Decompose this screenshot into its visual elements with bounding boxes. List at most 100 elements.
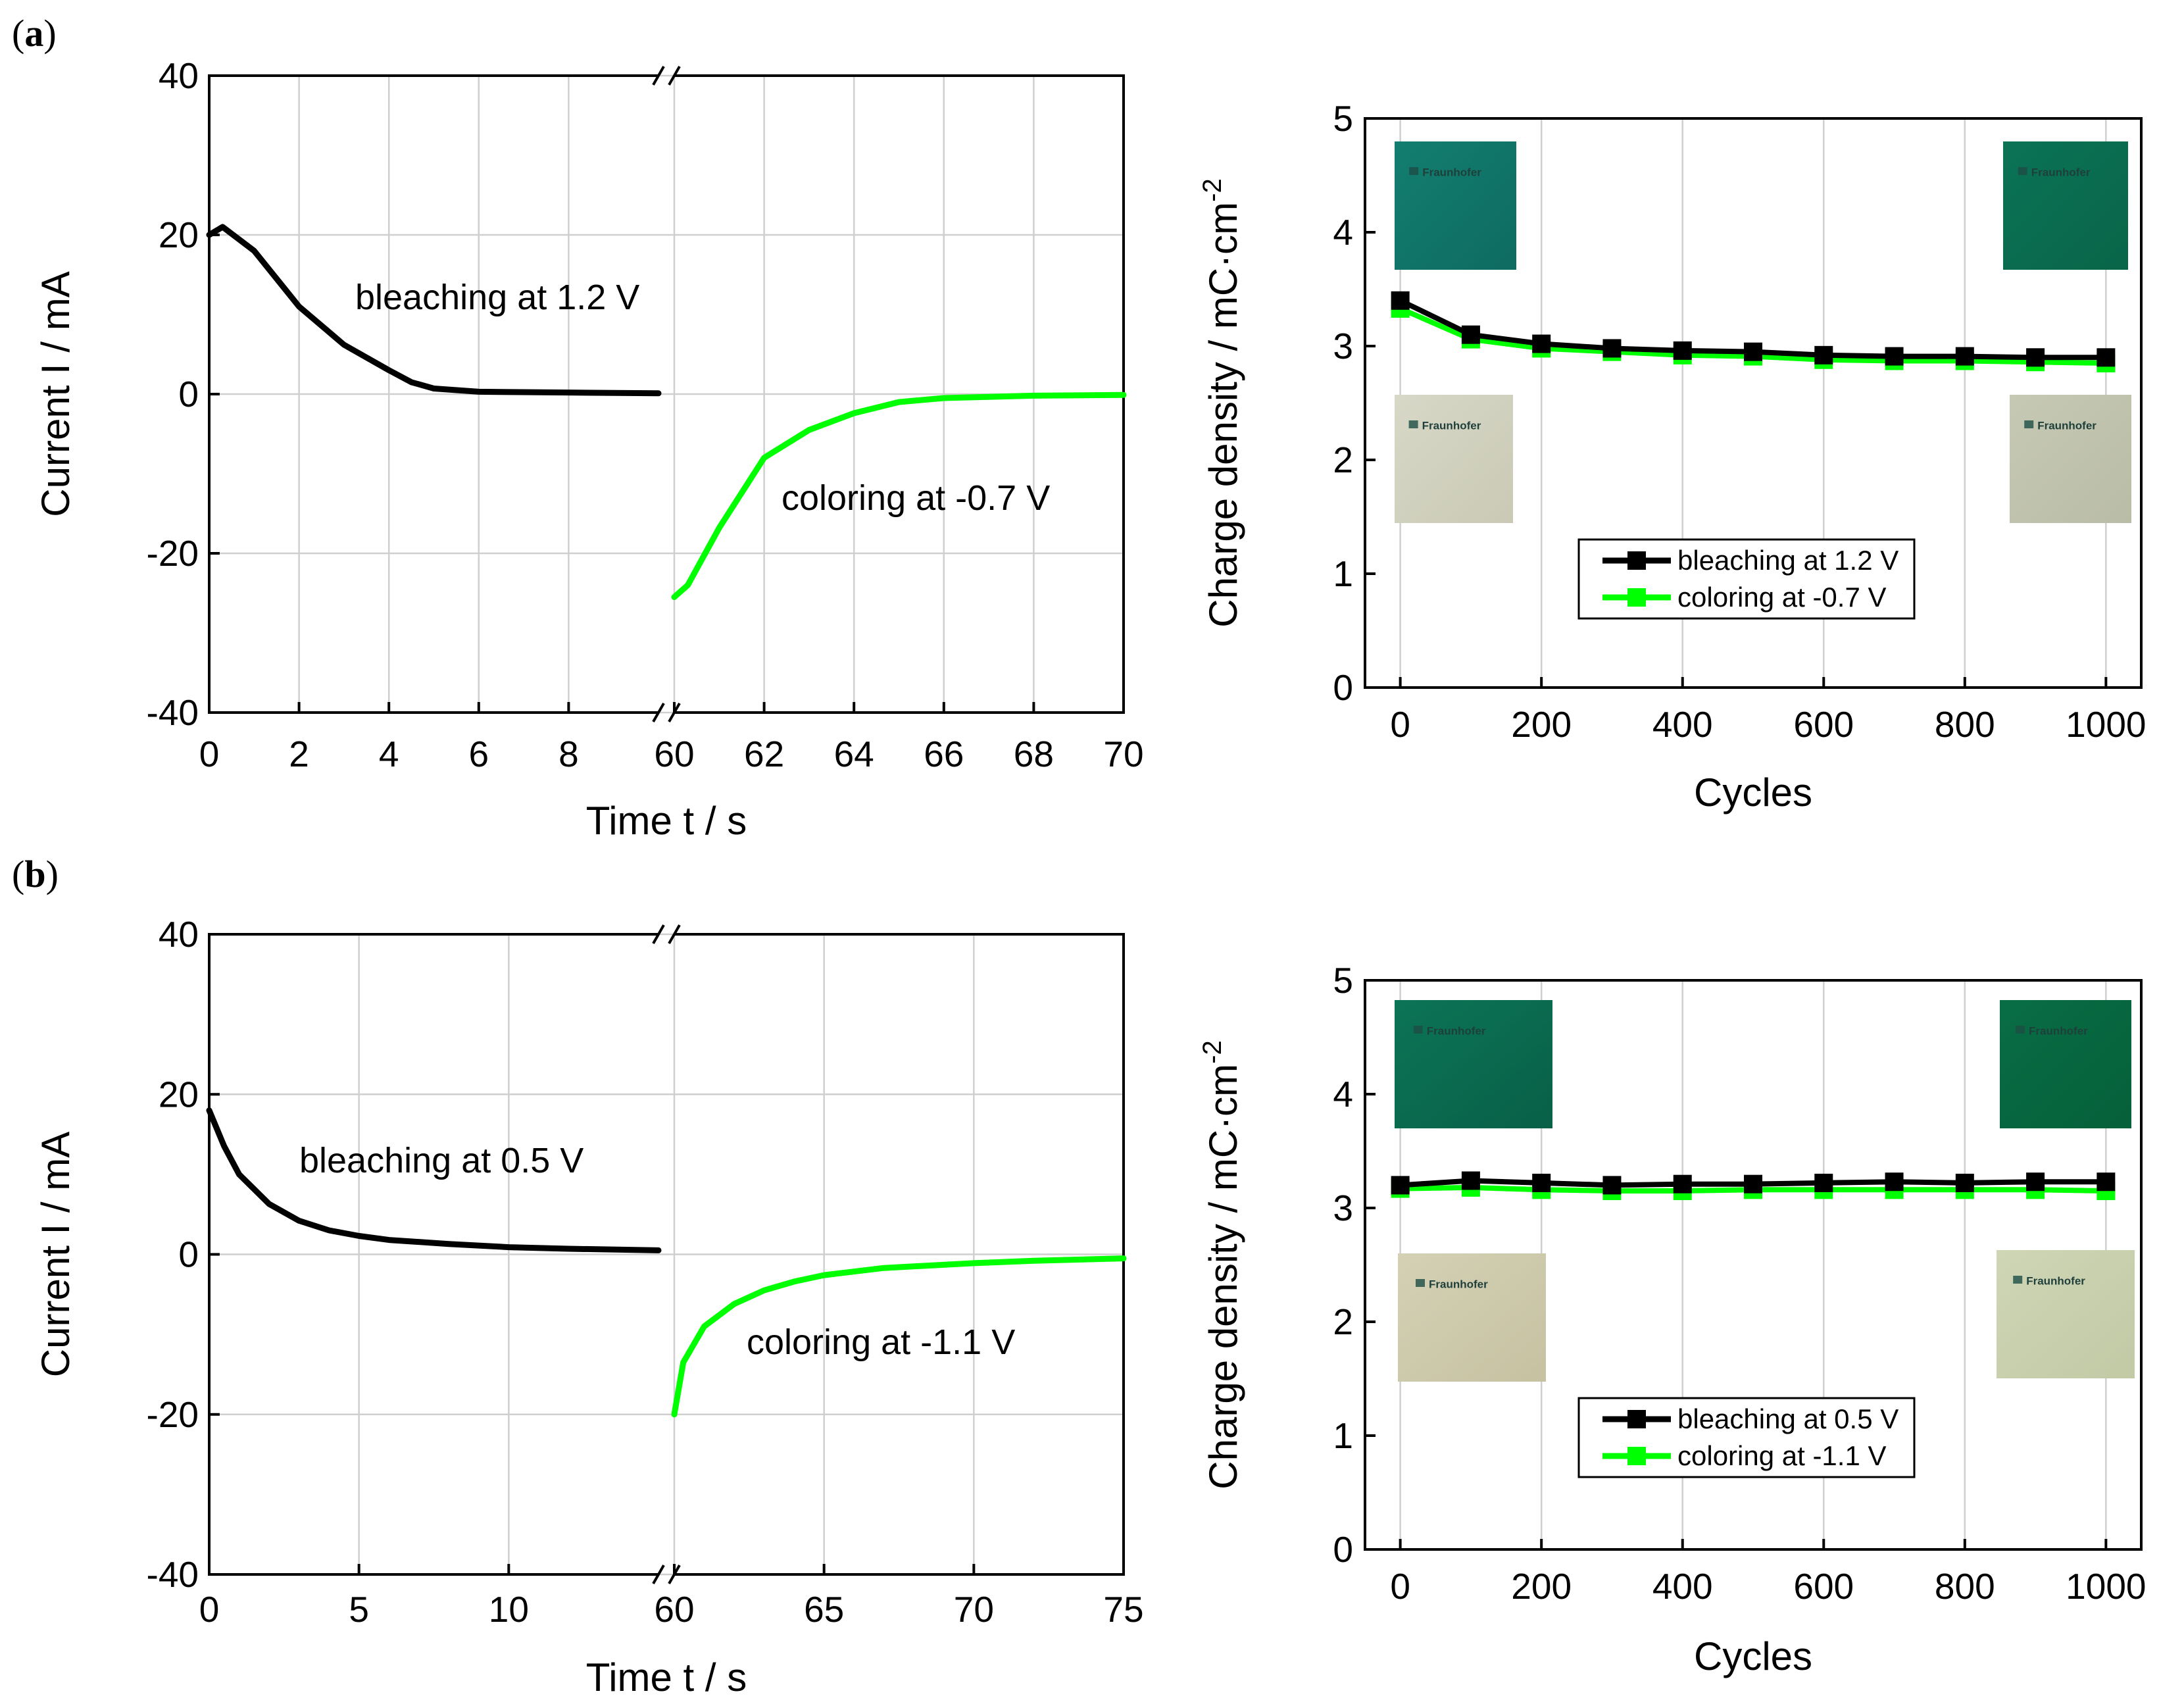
x-tick-label: 5 [349, 1589, 369, 1630]
bleaching-marker [1673, 1174, 1692, 1193]
x-tick-label: 64 [834, 734, 874, 774]
x-tick-label: 4 [379, 734, 399, 774]
y-axis-title: Charge density / mC·cm-2 [1198, 178, 1245, 627]
x-tick-label: 75 [1103, 1589, 1143, 1630]
y-tick-label: 5 [1333, 960, 1353, 1001]
bleaching-marker [1602, 1176, 1622, 1195]
y-tick-label: 0 [178, 374, 199, 414]
photo-logo-text: Fraunhofer [1427, 1025, 1486, 1038]
sample-photo [1395, 141, 1516, 270]
sample-photo [2010, 395, 2131, 523]
bleaching-marker [1461, 325, 1480, 344]
x-tick-label: 70 [954, 1589, 994, 1630]
legend-marker [1627, 551, 1646, 570]
y-axis-title: Current I / mA [34, 1132, 78, 1377]
x-tick-label: 8 [558, 734, 579, 774]
bleaching-marker [1955, 347, 1974, 366]
x-tick-label: 200 [1511, 1566, 1572, 1607]
bleaching-marker [1744, 1174, 1762, 1193]
x-tick-label: 10 [489, 1589, 529, 1630]
y-tick-label: 0 [1333, 667, 1353, 708]
y-tick-label: 3 [1333, 1188, 1353, 1228]
x-tick-label: 0 [1390, 704, 1410, 745]
y-tick-label: -40 [147, 692, 199, 733]
y-tick-label: 1 [1333, 553, 1353, 594]
photo-logo-text: Fraunhofer [2037, 420, 2097, 432]
y-tick-label: 20 [159, 1074, 199, 1115]
y-axis-title: Charge density / mC·cm-2 [1198, 1040, 1245, 1489]
x-tick-label: 600 [1793, 1566, 1854, 1607]
x-tick-label: 400 [1652, 1566, 1713, 1607]
axis-break-marker [652, 1565, 665, 1584]
bleaching-curve [206, 224, 662, 397]
x-tick-label: 68 [1014, 734, 1054, 774]
axis-break-marker [652, 924, 665, 944]
x-axis-title: Cycles [1694, 1634, 1812, 1678]
panel-label: (a) [12, 12, 57, 55]
sample-photo [1395, 395, 1513, 523]
y-tick-label: 2 [1333, 1301, 1353, 1342]
x-axis-title: Cycles [1694, 770, 1812, 815]
y-tick-label: 20 [159, 214, 199, 255]
coloring-curve [671, 1255, 1127, 1418]
photo-logo-mark [2016, 1026, 2025, 1034]
bleaching-marker [2026, 1172, 2045, 1192]
axis-break-marker [668, 66, 681, 86]
axis-break-marker [652, 66, 665, 86]
bleaching-marker [1602, 339, 1622, 358]
bleaching-marker [1744, 342, 1762, 361]
bleaching-curve [206, 1107, 662, 1253]
photo-logo-mark [2024, 420, 2034, 428]
axis-frame [674, 933, 1125, 1576]
legend-label: bleaching at 1.2 V [1677, 545, 1898, 576]
bleaching-marker [2097, 348, 2116, 367]
x-tick-label: 0 [199, 734, 220, 774]
bleaching-marker [1391, 291, 1410, 310]
x-tick-label: 1000 [2066, 704, 2146, 745]
x-tick-label: 2 [289, 734, 309, 774]
legend-marker [1627, 1410, 1646, 1428]
sample-photo [1398, 1253, 1546, 1382]
y-tick-label: 5 [1333, 98, 1353, 139]
bleaching-marker [2026, 348, 2045, 367]
x-tick-label: 60 [654, 734, 694, 774]
annotation-coloring: coloring at -0.7 V [782, 478, 1050, 518]
legend: bleaching at 1.2 V coloring at -0.7 V [1577, 538, 1916, 620]
x-tick-label: 200 [1511, 704, 1572, 745]
current-plot: -40 -20 0 20 40 0 5 10 60 65 70 75 Time t / s Current… [34, 914, 1144, 1699]
y-tick-label: -20 [147, 533, 199, 574]
x-tick-label: 60 [654, 1589, 694, 1630]
y-tick-label: 4 [1333, 212, 1353, 253]
bleaching-marker [1461, 1171, 1480, 1190]
x-tick-label: 62 [744, 734, 784, 774]
photo-logo-mark [1416, 1279, 1425, 1287]
annotation-bleaching: bleaching at 1.2 V [355, 278, 639, 317]
x-tick-label: 800 [1935, 704, 1995, 745]
y-tick-label: 4 [1333, 1074, 1353, 1115]
photo-logo-text: Fraunhofer [2031, 166, 2091, 179]
bleaching-marker [1814, 345, 1833, 364]
photo-logo-text: Fraunhofer [1429, 1278, 1488, 1291]
sample-photo [1395, 1000, 1552, 1128]
y-axis-title: Current I / mA [34, 271, 78, 516]
x-tick-label: 800 [1935, 1566, 1995, 1607]
bleaching-marker [1814, 1173, 1833, 1192]
photo-logo-mark [2018, 167, 2027, 175]
y-tick-label: 2 [1333, 440, 1353, 480]
axis-break-marker [668, 924, 681, 944]
bleaching-marker [1885, 347, 1904, 366]
x-tick-label: 66 [924, 734, 964, 774]
sample-photo [2000, 1000, 2131, 1128]
y-tick-label: 3 [1333, 326, 1353, 366]
panel-label: (b) [12, 853, 59, 895]
x-tick-label: 70 [1103, 734, 1143, 774]
charge-plot: 0 200 400 600 800 1000 0 1 2 3 4 5 Cycles Charge dens… [1198, 98, 2147, 815]
bleaching-marker [1532, 334, 1551, 353]
charge-plot: 0 200 400 600 800 1000 0 1 2 3 4 5 Cycles Charge dens… [1198, 960, 2147, 1678]
axis-frame [1364, 117, 2143, 689]
y-tick-label: 0 [178, 1234, 199, 1275]
x-tick-label: 6 [469, 734, 489, 774]
